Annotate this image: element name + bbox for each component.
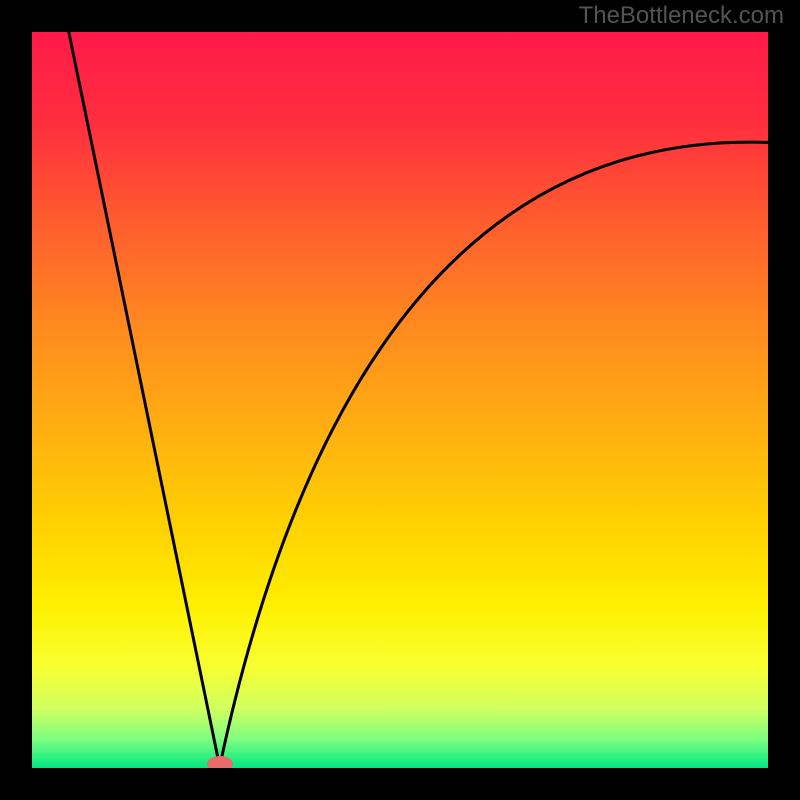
- plot-area: [32, 32, 768, 768]
- watermark-text: TheBottleneck.com: [579, 2, 784, 30]
- chart-canvas: TheBottleneck.com: [0, 0, 800, 800]
- curve-path: [69, 32, 768, 767]
- vertex-marker: [207, 756, 233, 768]
- bottleneck-curve: [32, 32, 768, 768]
